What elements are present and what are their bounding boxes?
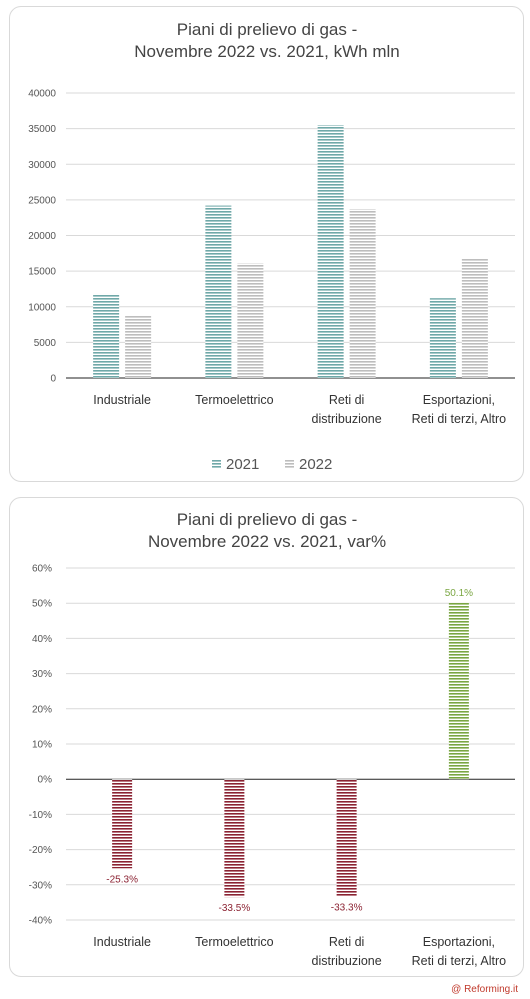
y-tick-label: 10000 [28,302,56,313]
bar-2022-1 [237,263,264,378]
chart-title-line: Piani di prelievo di gas - [177,510,357,529]
bar-2021-1 [205,205,232,378]
data-label: 50.1% [445,588,473,599]
y-tick-label: 35000 [28,124,56,135]
category-label: distribuzione [312,412,382,426]
category-label: Reti di terzi, Altro [412,954,507,968]
y-tick-label: 60% [32,564,52,575]
y-tick-label: -10% [29,810,52,821]
chart-title-line: Novembre 2022 vs. 2021, var% [148,532,386,551]
y-tick-label: 20000 [28,231,56,242]
y-tick-label: 20% [32,704,52,715]
y-tick-label: 50% [32,599,52,610]
y-tick-label: 5000 [34,338,57,349]
legend-label-2022: 2022 [299,456,332,473]
legend-swatch-2022 [285,459,294,468]
legend-label-2021: 2021 [226,456,259,473]
chart-card-volumes: Piani di prelievo di gas - Novembre 2022 … [9,6,524,482]
chart-title-line: Novembre 2022 vs. 2021, kWh mln [134,42,400,61]
y-tick-label: -30% [29,880,52,891]
bar-2021-3 [429,298,456,378]
legend-swatch-2021 [212,459,221,468]
category-label: Esportazioni, [423,393,495,407]
category-label: Reti di [329,393,364,407]
bar-2022-0 [125,316,152,378]
bar-var-0 [112,779,133,869]
bar-var-2 [336,779,357,897]
y-tick-label: 0% [38,775,53,786]
bar-var-1 [224,779,245,898]
bar-2022-2 [349,209,376,378]
chart-title-line: Piani di prelievo di gas - [177,20,357,39]
y-tick-label: 40000 [28,89,56,100]
y-tick-label: -40% [29,916,52,927]
category-label: Reti di terzi, Altro [412,412,507,426]
bar-2022-3 [461,258,488,378]
y-tick-label: 0 [50,374,56,385]
category-label: Esportazioni, [423,935,495,949]
y-tick-label: 40% [32,634,52,645]
bar-2021-2 [317,125,344,378]
y-tick-label: 25000 [28,195,56,206]
category-label: Termoelettrico [195,393,274,407]
category-label: distribuzione [312,954,382,968]
data-label: -25.3% [106,874,138,885]
variation-bar-chart: Piani di prelievo di gas - Novembre 2022 … [29,510,515,968]
category-label: Industriale [93,393,151,407]
bar-var-3 [448,602,469,780]
y-tick-label: -20% [29,845,52,856]
y-tick-label: 15000 [28,267,56,278]
data-label: -33.3% [331,902,363,913]
category-label: Reti di [329,935,364,949]
category-label: Industriale [93,935,151,949]
category-label: Termoelettrico [195,935,274,949]
data-label: -33.5% [219,903,251,914]
y-tick-label: 30000 [28,160,56,171]
volumes-bar-chart: Piani di prelievo di gas - Novembre 2022 … [28,20,515,473]
y-tick-label: 30% [32,669,52,680]
bar-2021-0 [93,293,120,378]
y-tick-label: 10% [32,740,52,751]
source-credit: @ Reforming.it [451,984,518,995]
chart-card-variation: Piani di prelievo di gas - Novembre 2022 … [9,497,524,977]
